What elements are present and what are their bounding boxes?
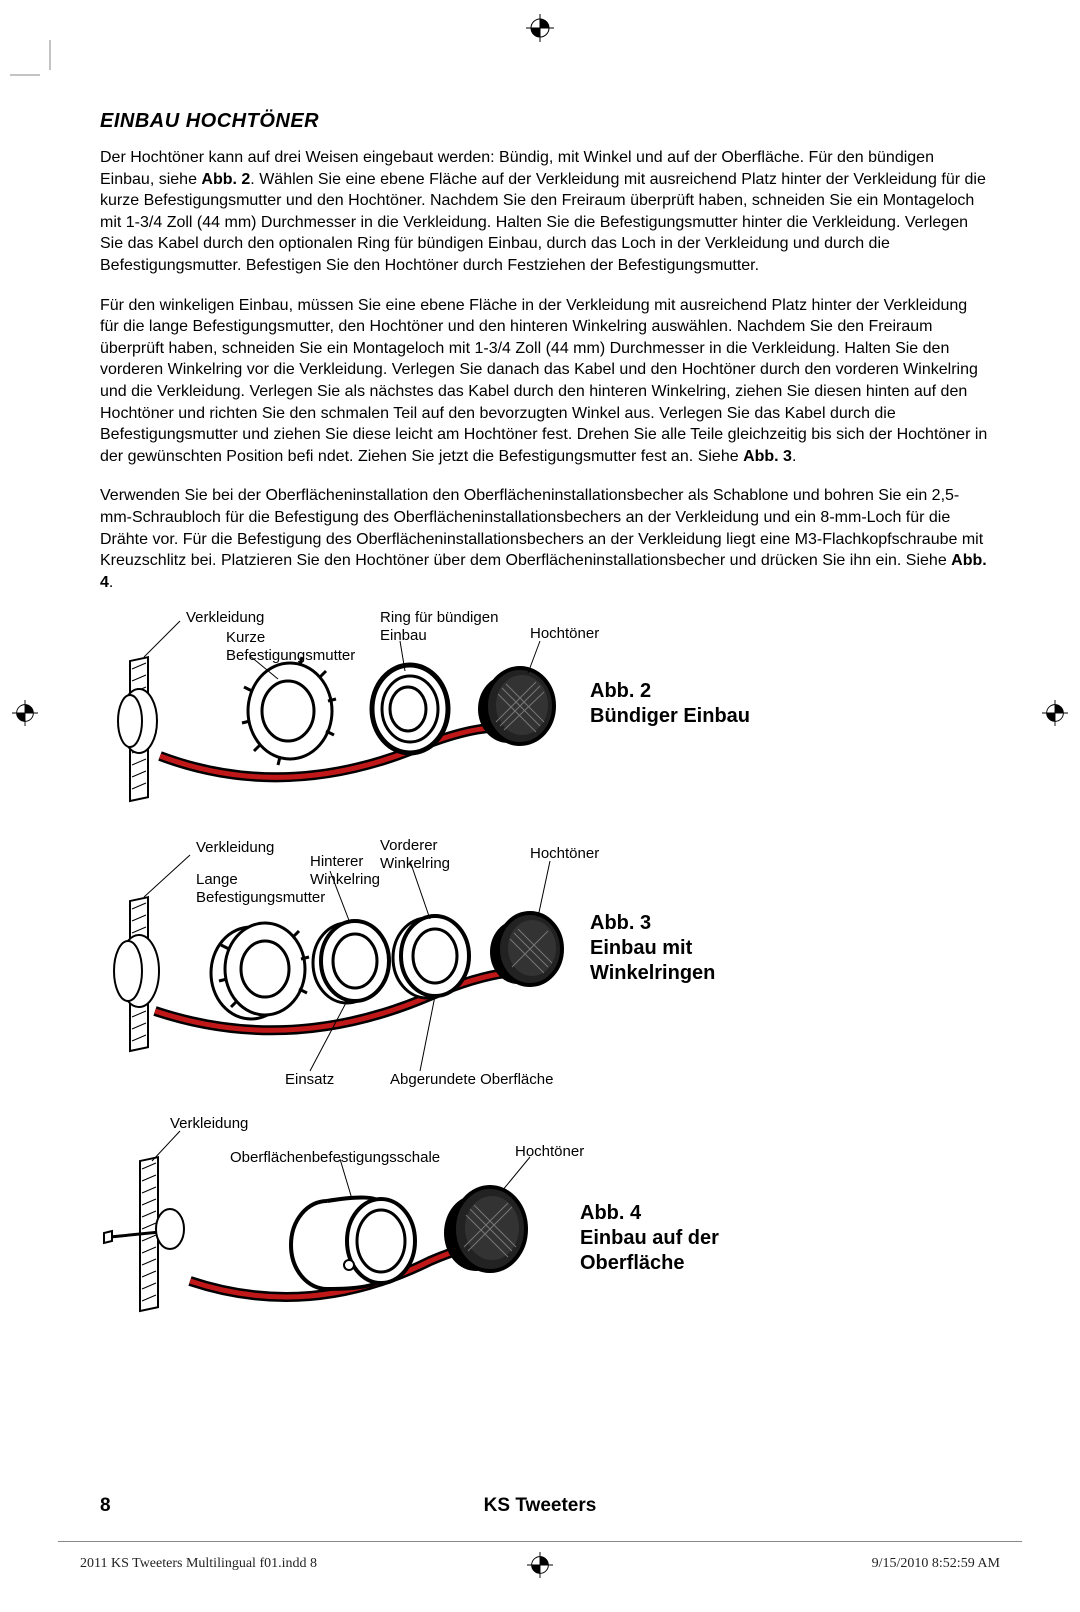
fig2-label-hochtoner: Hochtöner (530, 625, 599, 643)
fig3-label-abgerundete: Abgerundete Oberfläche (390, 1071, 553, 1089)
fig3-label-vorderer: Vorderer (380, 837, 450, 855)
fig3-label-hinterer: Hinterer (310, 853, 380, 871)
footer-title: KS Tweeters (484, 1495, 597, 1517)
paragraph-3: Verwenden Sie bei der Oberflächeninstall… (100, 485, 990, 593)
fig4-label-hochtoner: Hochtöner (515, 1143, 584, 1161)
figure-2: Verkleidung Kurze Befestigungsmutter Rin… (100, 611, 990, 821)
page-number: 8 (100, 1495, 111, 1517)
fig2-label-befestigungsmutter: Befestigungsmutter (226, 647, 355, 665)
fig2-label-kurze: Kurze (226, 629, 355, 647)
fig2-label-ring: Ring für bündigen (380, 609, 498, 627)
bleed-line (58, 1541, 1022, 1542)
fig3-label-verkleidung: Verkleidung (196, 839, 274, 857)
fig2-label-verkleidung: Verkleidung (186, 609, 264, 627)
figure-4: Verkleidung Oberflächenbefestigungsschal… (100, 1121, 990, 1331)
fig3-label-winkelring1: Winkelring (310, 871, 380, 889)
paragraph-1: Der Hochtöner kann auf drei Weisen einge… (100, 147, 990, 277)
figure-3: Verkleidung Lange Befestigungsmutter Hin… (100, 841, 990, 1101)
fig3-label-hochtoner: Hochtöner (530, 845, 599, 863)
section-heading: EINBAU HOCHTÖNER (100, 110, 990, 133)
fig3-label-lange: Lange (196, 871, 325, 889)
fig4-label-verkleidung: Verkleidung (170, 1115, 248, 1133)
fig3-caption: Abb. 3 Einbau mit Winkelringen (590, 911, 715, 986)
fig3-label-einsatz: Einsatz (285, 1071, 334, 1089)
fig2-caption: Abb. 2 Bündiger Einbau (590, 679, 750, 729)
fig3-label-winkelring2: Winkelring (380, 855, 450, 873)
paragraph-2: Für den winkeligen Einbau, müssen Sie ei… (100, 295, 990, 468)
file-meta-right: 9/15/2010 8:52:59 AM (872, 1556, 1000, 1572)
file-meta-left: 2011 KS Tweeters Multilingual f01.indd 8 (80, 1556, 317, 1572)
fig4-caption: Abb. 4 Einbau auf der Oberfläche (580, 1201, 719, 1276)
fig2-label-einbau: Einbau (380, 627, 498, 645)
fig3-label-befestigungsmutter: Befestigungsmutter (196, 889, 325, 907)
fig4-label-ober: Oberflächenbefestigungsschale (230, 1149, 440, 1167)
